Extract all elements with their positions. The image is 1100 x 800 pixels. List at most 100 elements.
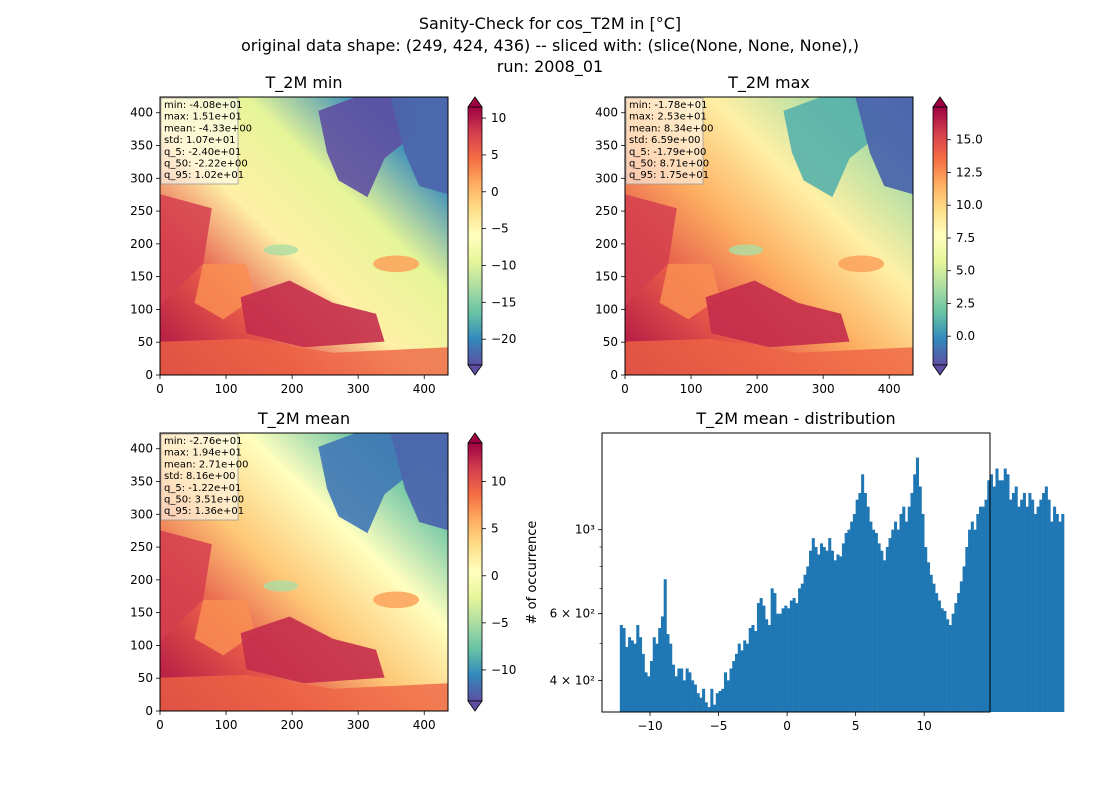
histogram-bar: [765, 619, 769, 712]
histogram-bar: [784, 605, 788, 712]
northeast-region: [855, 97, 913, 195]
histogram-bar: [647, 676, 651, 712]
x-tick-label: 200: [281, 718, 304, 732]
histogram-bar: [677, 668, 681, 712]
histogram-bar: [718, 690, 722, 712]
histogram-bar: [685, 668, 689, 712]
histogram-bar: [743, 640, 747, 712]
histogram-bar: [663, 579, 667, 712]
histogram-bar: [1053, 506, 1057, 712]
subplot-title: T_2M mean - distribution: [695, 409, 895, 429]
histogram-bar: [1003, 468, 1007, 712]
histogram-bar: [641, 653, 645, 712]
histogram-bar: [721, 688, 725, 712]
histogram-bar: [660, 616, 664, 712]
colorbar-extend-top: [932, 96, 948, 108]
figure-title-line-3: run: 2008_01: [496, 57, 604, 76]
x-tick-label: 0: [156, 718, 164, 732]
histogram-bar: [625, 646, 629, 712]
histogram-bar: [639, 637, 643, 712]
histogram-bar: [737, 643, 741, 712]
y-tick-label: 0: [610, 368, 618, 382]
histogram-bar: [957, 593, 961, 712]
atlantic-region: [160, 530, 212, 642]
y-tick-label: 0: [145, 368, 153, 382]
stats-line: mean: -4.33e+00: [164, 123, 252, 134]
histogram-bar: [844, 532, 848, 712]
histogram-bar: [965, 547, 969, 712]
histogram-bar: [902, 506, 906, 712]
colorbar-tick-label: −10: [491, 258, 516, 272]
histogram-bar: [833, 560, 837, 712]
stats-line: q_95: 1.75e+01: [629, 170, 709, 181]
x-tick-label: 0: [621, 382, 629, 396]
colorbar-tick-label: 10: [491, 475, 506, 489]
atlantic-region: [160, 194, 212, 306]
colorbar-tick-label: 0: [491, 185, 499, 199]
x-tick-label: 300: [812, 382, 835, 396]
y-tick-label: 200: [130, 237, 153, 251]
y-tick-label: 150: [595, 270, 618, 284]
y-tick-label: 100: [130, 302, 153, 316]
stats-line: q_5: -1.79e+00: [629, 147, 706, 158]
histogram-bar: [1055, 513, 1059, 712]
histogram-bar: [855, 499, 859, 712]
histogram-bar: [913, 474, 917, 712]
atlantic-region: [625, 194, 677, 306]
y-tick-label: 0: [145, 704, 153, 718]
histogram-bar: [877, 543, 881, 712]
y-tick-label: 250: [130, 540, 153, 554]
histogram-bar: [707, 707, 711, 712]
colorbar-extend-top: [467, 432, 483, 444]
histogram-bar: [896, 529, 900, 712]
histogram-bar: [819, 543, 824, 712]
subplot-title: T_2M max: [727, 73, 810, 93]
colorbar-tick-label: 7.5: [956, 231, 975, 245]
stats-box: [160, 433, 239, 521]
histogram-bar: [836, 554, 840, 712]
histogram-bar: [715, 693, 719, 712]
histogram-bar: [669, 643, 673, 712]
histogram-bar: [979, 506, 983, 712]
stats-line: std: 1.07e+01: [164, 135, 236, 146]
y-tick-label: 10³: [575, 523, 595, 537]
stats-line: q_5: -1.22e+01: [164, 483, 241, 494]
histogram-bar: [962, 566, 966, 712]
y-tick-label: 350: [595, 139, 618, 153]
colorbar-tick-label: 12.5: [956, 165, 983, 179]
histogram-bar: [726, 680, 730, 712]
x-tick-label: −10: [637, 719, 662, 733]
north-africa-region: [625, 338, 913, 375]
histogram-bar: [740, 650, 744, 712]
northeast-region: [390, 97, 448, 195]
histogram-bar: [754, 631, 758, 712]
y-tick-label: 350: [130, 139, 153, 153]
histogram-bar: [841, 543, 845, 712]
histogram-bar: [968, 529, 972, 712]
north-africa-region: [160, 674, 448, 711]
mediterranean-region: [240, 280, 385, 348]
histogram-bar: [946, 619, 950, 712]
histogram-bar: [734, 653, 739, 712]
histogram-bar: [814, 547, 818, 712]
histogram-bar: [696, 693, 700, 712]
histogram-bar: [1061, 513, 1065, 712]
histogram-bar: [770, 588, 774, 712]
x-tick-label: 400: [878, 382, 901, 396]
x-tick-label: 400: [413, 718, 436, 732]
colorbar-tick-label: −15: [491, 295, 516, 309]
histogram-bar: [729, 668, 733, 712]
x-tick-label: 300: [347, 382, 370, 396]
y-axis-label: # of occurrence: [525, 521, 540, 625]
histogram-bar: [1050, 521, 1054, 712]
histogram-bar: [992, 486, 996, 712]
histogram-bar: [745, 643, 749, 712]
histogram-bar: [932, 583, 936, 712]
y-tick-label: 150: [130, 606, 153, 620]
histogram-bar: [702, 688, 706, 712]
colorbar-tick-label: −10: [491, 663, 516, 677]
histogram-bar: [951, 613, 955, 712]
black-sea-region: [373, 591, 420, 609]
mediterranean-region: [240, 616, 385, 684]
